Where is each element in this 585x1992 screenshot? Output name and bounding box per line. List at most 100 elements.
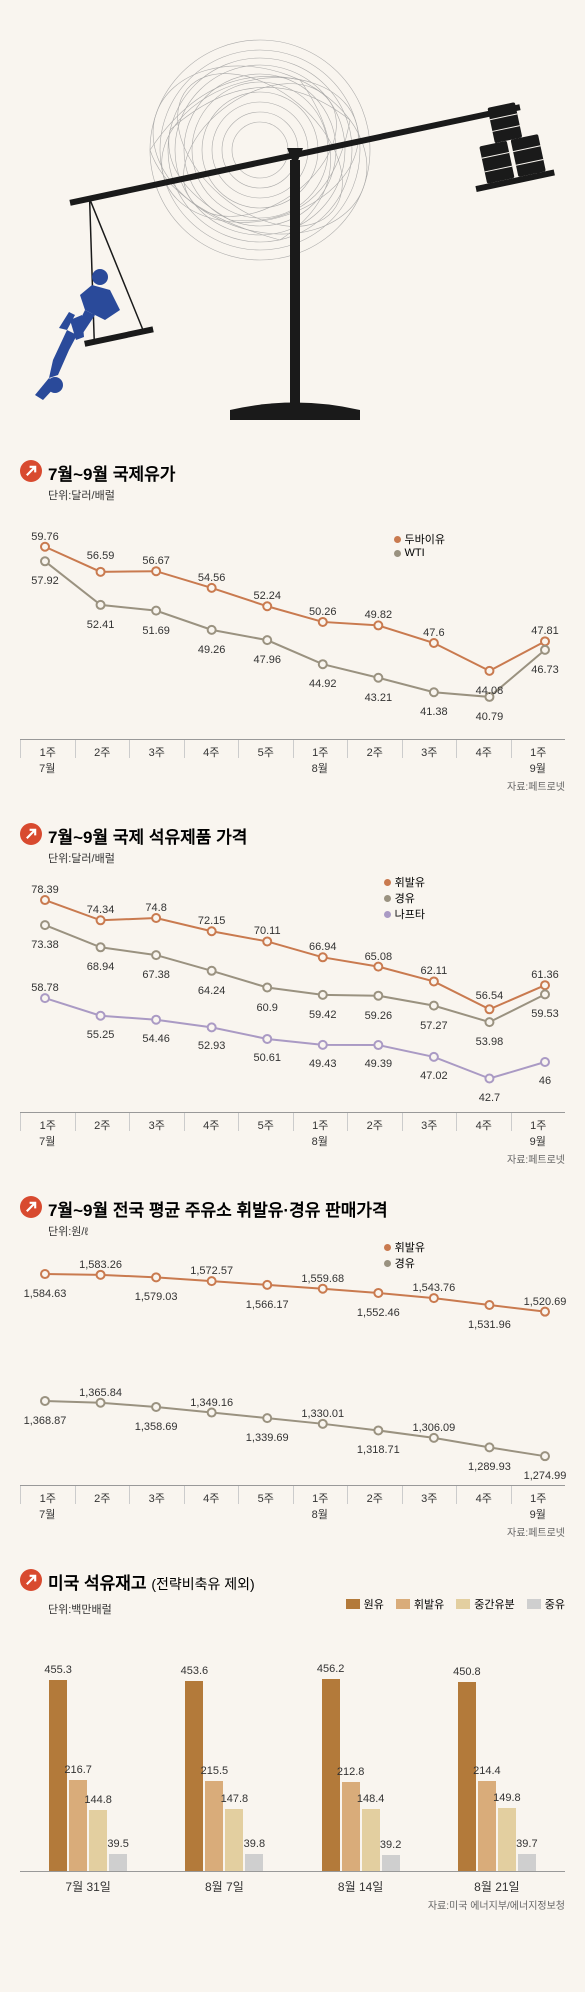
- x-month: 8월: [293, 1131, 348, 1149]
- point-label: 1,368.87: [24, 1415, 67, 1427]
- chart2-source: 자료:페트로넷: [20, 1151, 565, 1166]
- x-month: [129, 1504, 184, 1522]
- point-label: 1,583.26: [79, 1259, 122, 1271]
- chart4-legend: 원유 휘발유 중간유분 중유: [346, 1596, 565, 1612]
- bar-x-label: 8월 21일: [429, 1872, 565, 1895]
- legend-item: 원유: [346, 1596, 384, 1612]
- bar-label: 455.3: [44, 1664, 72, 1676]
- bar-label: 39.7: [516, 1838, 537, 1850]
- point-label: 41.38: [420, 706, 448, 718]
- point-label: 59.42: [309, 1009, 337, 1021]
- legend-item: 중간유분: [456, 1596, 514, 1612]
- x-month: 9월: [511, 758, 566, 776]
- point-label: 59.53: [531, 1008, 559, 1020]
- x-month: 9월: [511, 1504, 566, 1522]
- x-tick: 5주: [238, 1113, 293, 1131]
- point-label: 78.39: [31, 884, 59, 896]
- bar-label: 450.8: [453, 1666, 481, 1678]
- chart4-title-sub: (전략비축유 제외): [151, 1576, 254, 1592]
- bar-group: 453.6215.5147.839.8: [185, 1641, 263, 1871]
- bar: 39.2: [382, 1855, 400, 1871]
- bar-group: 456.2212.8148.439.2: [322, 1641, 400, 1871]
- point-label: 1,520.69: [524, 1296, 567, 1308]
- point-label: 49.39: [365, 1058, 393, 1070]
- point-label: 1,579.03: [135, 1291, 178, 1303]
- chart3-svg: [20, 1247, 565, 1477]
- legend-item: 중유: [527, 1596, 565, 1612]
- bar-label: 149.8: [493, 1792, 521, 1804]
- x-tick: 3주: [402, 740, 457, 758]
- chart1-months: 7월8월9월: [20, 758, 565, 776]
- x-tick: 1주: [511, 1486, 566, 1504]
- point-label: 50.61: [253, 1052, 281, 1064]
- point-label: 68.94: [87, 961, 115, 973]
- x-tick: 3주: [129, 740, 184, 758]
- point-label: 59.26: [365, 1010, 393, 1022]
- point-label: 58.78: [31, 982, 59, 994]
- chart3-area: 휘발유경유 1,584.631,583.261,579.031,572.571,…: [20, 1247, 565, 1477]
- chart1-legend: 두바이유WTI: [394, 531, 445, 559]
- legend-item: WTI: [394, 547, 445, 559]
- point-label: 47.02: [420, 1070, 448, 1082]
- point-label: 61.36: [531, 969, 559, 981]
- x-month: [129, 758, 184, 776]
- bar: 39.5: [109, 1854, 127, 1871]
- point-label: 57.27: [420, 1020, 448, 1032]
- x-tick: 4주: [184, 740, 239, 758]
- x-month: [75, 1131, 130, 1149]
- bar: 39.7: [518, 1854, 536, 1871]
- bar-label: 144.8: [84, 1794, 112, 1806]
- x-month: [402, 758, 457, 776]
- point-label: 52.24: [253, 590, 281, 602]
- chart3-months: 7월8월9월: [20, 1504, 565, 1522]
- point-label: 60.9: [257, 1002, 278, 1014]
- bar-label: 456.2: [317, 1663, 345, 1675]
- point-label: 44.92: [309, 678, 337, 690]
- x-tick: 2주: [347, 1486, 402, 1504]
- x-tick: 4주: [456, 1113, 511, 1131]
- chart3: 7월~9월 전국 평균 주유소 휘발유·경유 판매가격 단위:원/ℓ 휘발유경유…: [0, 1176, 585, 1549]
- chart4-unit: 단위:백만배럴: [48, 1601, 112, 1617]
- point-label: 59.76: [31, 531, 59, 543]
- x-month: [238, 1504, 293, 1522]
- chart2-area: 휘발유경유나프타 78.3974.3474.872.1570.1166.9465…: [20, 874, 565, 1104]
- chart1-unit: 단위:달러/배럴: [48, 487, 565, 503]
- chart3-source: 자료:페트로넷: [20, 1524, 565, 1539]
- chart4: 미국 석유재고 (전략비축유 제외) 단위:백만배럴 원유 휘발유 중간유분 중유 4…: [0, 1549, 585, 1922]
- arrow-icon: [20, 1569, 42, 1591]
- chart1-xaxis: 1주2주3주4주5주1주2주3주4주1주: [20, 739, 565, 758]
- bar: 39.8: [245, 1854, 263, 1871]
- point-label: 44.08: [476, 685, 504, 697]
- chart3-xaxis: 1주2주3주4주5주1주2주3주4주1주: [20, 1485, 565, 1504]
- x-month: 9월: [511, 1131, 566, 1149]
- x-tick: 1주: [20, 1113, 75, 1131]
- point-label: 64.24: [198, 985, 226, 997]
- point-label: 73.38: [31, 939, 59, 951]
- bar-label: 453.6: [181, 1665, 209, 1677]
- legend-item: 휘발유: [384, 874, 425, 890]
- point-label: 53.98: [476, 1036, 504, 1048]
- bar: 147.8: [225, 1809, 243, 1871]
- x-tick: 1주: [511, 740, 566, 758]
- x-month: [402, 1504, 457, 1522]
- bar: 149.8: [498, 1808, 516, 1871]
- chart2: 7월~9월 국제 석유제품 가격 단위:달러/배럴 휘발유경유나프타 78.39…: [0, 803, 585, 1176]
- chart2-legend: 휘발유경유나프타: [384, 874, 425, 922]
- bar-x-label: 7월 31일: [20, 1872, 156, 1895]
- point-label: 47.6: [423, 627, 444, 639]
- x-month: 8월: [293, 758, 348, 776]
- chart4-title-main: 미국 석유재고: [48, 1574, 147, 1593]
- bar-label: 39.5: [107, 1838, 128, 1850]
- point-label: 1,543.76: [412, 1282, 455, 1294]
- chart3-legend: 휘발유경유: [384, 1239, 425, 1271]
- x-tick: 5주: [238, 740, 293, 758]
- x-month: [456, 758, 511, 776]
- point-label: 40.79: [476, 711, 504, 723]
- x-month: [347, 758, 402, 776]
- point-label: 47.81: [531, 625, 559, 637]
- legend-item: 휘발유: [396, 1596, 444, 1612]
- x-tick: 1주: [293, 1486, 348, 1504]
- point-label: 1,349.16: [190, 1397, 233, 1409]
- bar-x-label: 8월 7일: [156, 1872, 292, 1895]
- x-tick: 3주: [402, 1113, 457, 1131]
